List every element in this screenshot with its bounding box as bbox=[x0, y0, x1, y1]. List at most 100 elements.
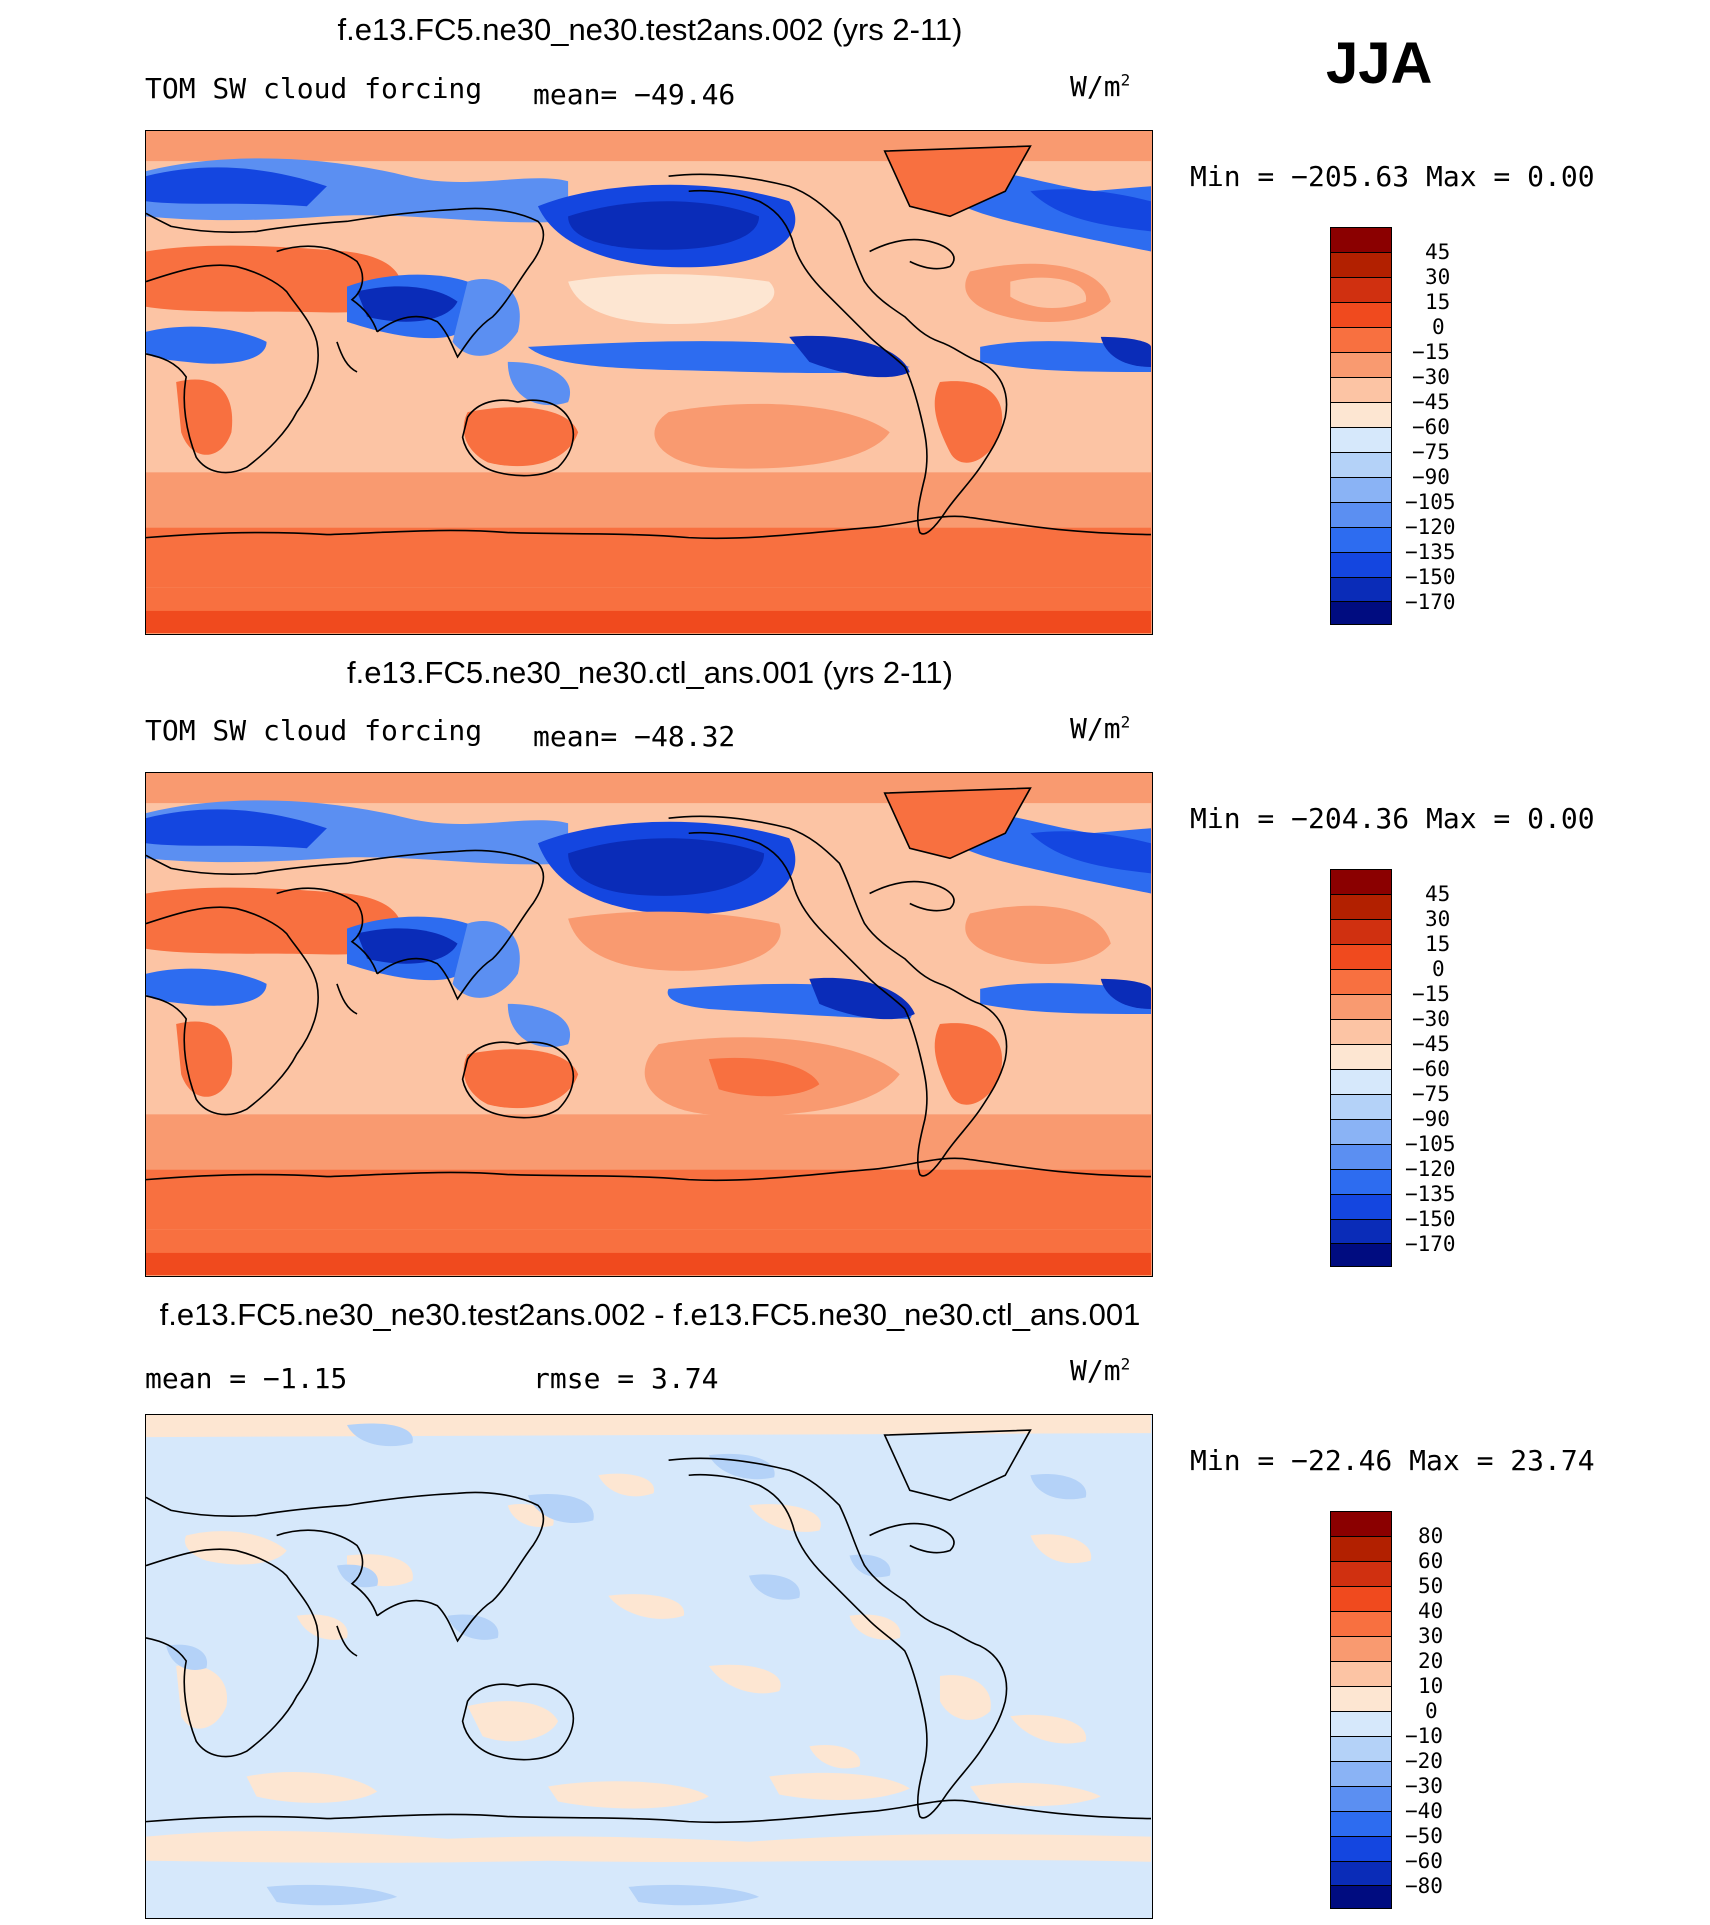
colorbar-tick-label: 45 bbox=[1425, 882, 1451, 906]
colorbar-swatch bbox=[1330, 1611, 1392, 1636]
colorbar-tick-label: −50 bbox=[1405, 1824, 1443, 1848]
panel-2-title: f.e13.FC5.ne30_ne30.ctl_ans.001 (yrs 2-1… bbox=[346, 655, 953, 690]
panel-1-minmax-label: Min = −205.63 Max = 0.00 bbox=[1190, 160, 1595, 193]
colorbar-tick-label: −15 bbox=[1412, 340, 1450, 364]
colorbar-tick-label: −150 bbox=[1405, 565, 1456, 589]
colorbar-swatch bbox=[1330, 527, 1392, 552]
colorbar-tick-label: 30 bbox=[1418, 1624, 1444, 1648]
panel-3-map bbox=[145, 1414, 1153, 1919]
colorbar-swatch bbox=[1330, 502, 1392, 527]
colorbar-swatch bbox=[1330, 1836, 1392, 1861]
colorbar-swatch bbox=[1330, 377, 1392, 402]
colorbar-tick-label: 60 bbox=[1418, 1549, 1444, 1573]
colorbar-tick-label: 50 bbox=[1418, 1574, 1444, 1598]
colorbar-swatch bbox=[1330, 1094, 1392, 1119]
colorbar-tick-label: 45 bbox=[1425, 240, 1451, 264]
panel-1-title: f.e13.FC5.ne30_ne30.test2ans.002 (yrs 2-… bbox=[337, 12, 963, 47]
colorbar-tick-label: 40 bbox=[1418, 1599, 1444, 1623]
colorbar-swatch bbox=[1330, 1561, 1392, 1586]
colorbar-tick-label: 30 bbox=[1425, 907, 1451, 931]
colorbar-tick-label: −170 bbox=[1405, 590, 1456, 614]
colorbar-swatch bbox=[1330, 969, 1392, 994]
colorbar-swatch bbox=[1330, 402, 1392, 427]
colorbar-swatch bbox=[1330, 601, 1392, 625]
colorbar-tick-label: −120 bbox=[1405, 515, 1456, 539]
colorbar-swatch bbox=[1330, 227, 1392, 252]
panel-3-units-label: W/m2 bbox=[1070, 1354, 1131, 1387]
panel-3-mean-label: mean = −1.15 bbox=[145, 1362, 348, 1395]
colorbar-tick-label: 15 bbox=[1425, 290, 1451, 314]
panel-3-rmse-label: rmse = 3.74 bbox=[533, 1362, 719, 1395]
colorbar-tick-label: 30 bbox=[1425, 265, 1451, 289]
colorbar-tick-label: −170 bbox=[1405, 1232, 1456, 1256]
colorbar-swatch bbox=[1330, 477, 1392, 502]
colorbar-tick-label: −10 bbox=[1405, 1724, 1443, 1748]
colorbar-tick-label: −30 bbox=[1405, 1774, 1443, 1798]
colorbar-tick-label: −15 bbox=[1412, 982, 1450, 1006]
colorbar-swatch bbox=[1330, 1661, 1392, 1686]
colorbar-tick-label: −20 bbox=[1405, 1749, 1443, 1773]
colorbar-tick-label: −75 bbox=[1412, 1082, 1450, 1106]
colorbar-swatch bbox=[1330, 427, 1392, 452]
colorbar-swatch bbox=[1330, 577, 1392, 601]
colorbar-tick-label: −30 bbox=[1412, 365, 1450, 389]
colorbar-swatch bbox=[1330, 277, 1392, 302]
panel-1-variable-label: TOM SW cloud forcing bbox=[145, 72, 483, 105]
colorbar-tick-label: 0 bbox=[1432, 315, 1445, 339]
colorbar-tick-label: −60 bbox=[1412, 415, 1450, 439]
colorbar-swatch bbox=[1330, 869, 1392, 894]
panel-1-colorbar bbox=[1330, 227, 1392, 625]
season-label: JJA bbox=[1326, 31, 1433, 96]
panel-3-colorbar bbox=[1330, 1511, 1392, 1909]
colorbar-tick-label: −90 bbox=[1412, 1107, 1450, 1131]
panel-2-minmax-label: Min = −204.36 Max = 0.00 bbox=[1190, 802, 1595, 835]
colorbar-swatch bbox=[1330, 1686, 1392, 1711]
colorbar-swatch bbox=[1330, 327, 1392, 352]
colorbar-tick-label: −45 bbox=[1412, 1032, 1450, 1056]
colorbar-tick-label: 80 bbox=[1418, 1524, 1444, 1548]
colorbar-swatch bbox=[1330, 1536, 1392, 1561]
colorbar-swatch bbox=[1330, 352, 1392, 377]
colorbar-swatch bbox=[1330, 944, 1392, 969]
colorbar-tick-label: −40 bbox=[1405, 1799, 1443, 1823]
colorbar-tick-label: 10 bbox=[1418, 1674, 1444, 1698]
colorbar-tick-label: 0 bbox=[1425, 1699, 1438, 1723]
panel-2-units-label: W/m2 bbox=[1070, 712, 1131, 745]
colorbar-tick-label: −105 bbox=[1405, 490, 1456, 514]
colorbar-swatch bbox=[1330, 1219, 1392, 1243]
colorbar-swatch bbox=[1330, 1194, 1392, 1219]
panel-2-mean-label: mean= −48.32 bbox=[533, 720, 736, 753]
colorbar-swatch bbox=[1330, 1811, 1392, 1836]
colorbar-swatch bbox=[1330, 1586, 1392, 1611]
colorbar-tick-label: −75 bbox=[1412, 440, 1450, 464]
colorbar-tick-label: 0 bbox=[1432, 957, 1445, 981]
colorbar-tick-label: 15 bbox=[1425, 932, 1451, 956]
panel-3-minmax-label: Min = −22.46 Max = 23.74 bbox=[1190, 1444, 1595, 1477]
colorbar-swatch bbox=[1330, 1761, 1392, 1786]
colorbar-tick-label: −90 bbox=[1412, 465, 1450, 489]
colorbar-swatch bbox=[1330, 1711, 1392, 1736]
colorbar-tick-label: −60 bbox=[1405, 1849, 1443, 1873]
colorbar-swatch bbox=[1330, 552, 1392, 577]
colorbar-swatch bbox=[1330, 919, 1392, 944]
panel-2-variable-label: TOM SW cloud forcing bbox=[145, 714, 483, 747]
colorbar-swatch bbox=[1330, 1786, 1392, 1811]
panel-3-title: f.e13.FC5.ne30_ne30.test2ans.002 - f.e13… bbox=[159, 1297, 1141, 1332]
colorbar-tick-label: −150 bbox=[1405, 1207, 1456, 1231]
panel-2-map bbox=[145, 772, 1153, 1277]
panel-1-mean-label: mean= −49.46 bbox=[533, 78, 736, 111]
colorbar-swatch bbox=[1330, 1019, 1392, 1044]
colorbar-swatch bbox=[1330, 1044, 1392, 1069]
panel-2-colorbar bbox=[1330, 869, 1392, 1267]
colorbar-swatch bbox=[1330, 1144, 1392, 1169]
panel-1-map bbox=[145, 130, 1153, 635]
colorbar-tick-label: −135 bbox=[1405, 540, 1456, 564]
colorbar-tick-label: −120 bbox=[1405, 1157, 1456, 1181]
colorbar-swatch bbox=[1330, 452, 1392, 477]
colorbar-swatch bbox=[1330, 1069, 1392, 1094]
colorbar-swatch bbox=[1330, 1861, 1392, 1885]
colorbar-swatch bbox=[1330, 1169, 1392, 1194]
panel-1-units-label: W/m2 bbox=[1070, 70, 1131, 103]
colorbar-tick-label: −105 bbox=[1405, 1132, 1456, 1156]
colorbar-tick-label: −80 bbox=[1405, 1874, 1443, 1898]
